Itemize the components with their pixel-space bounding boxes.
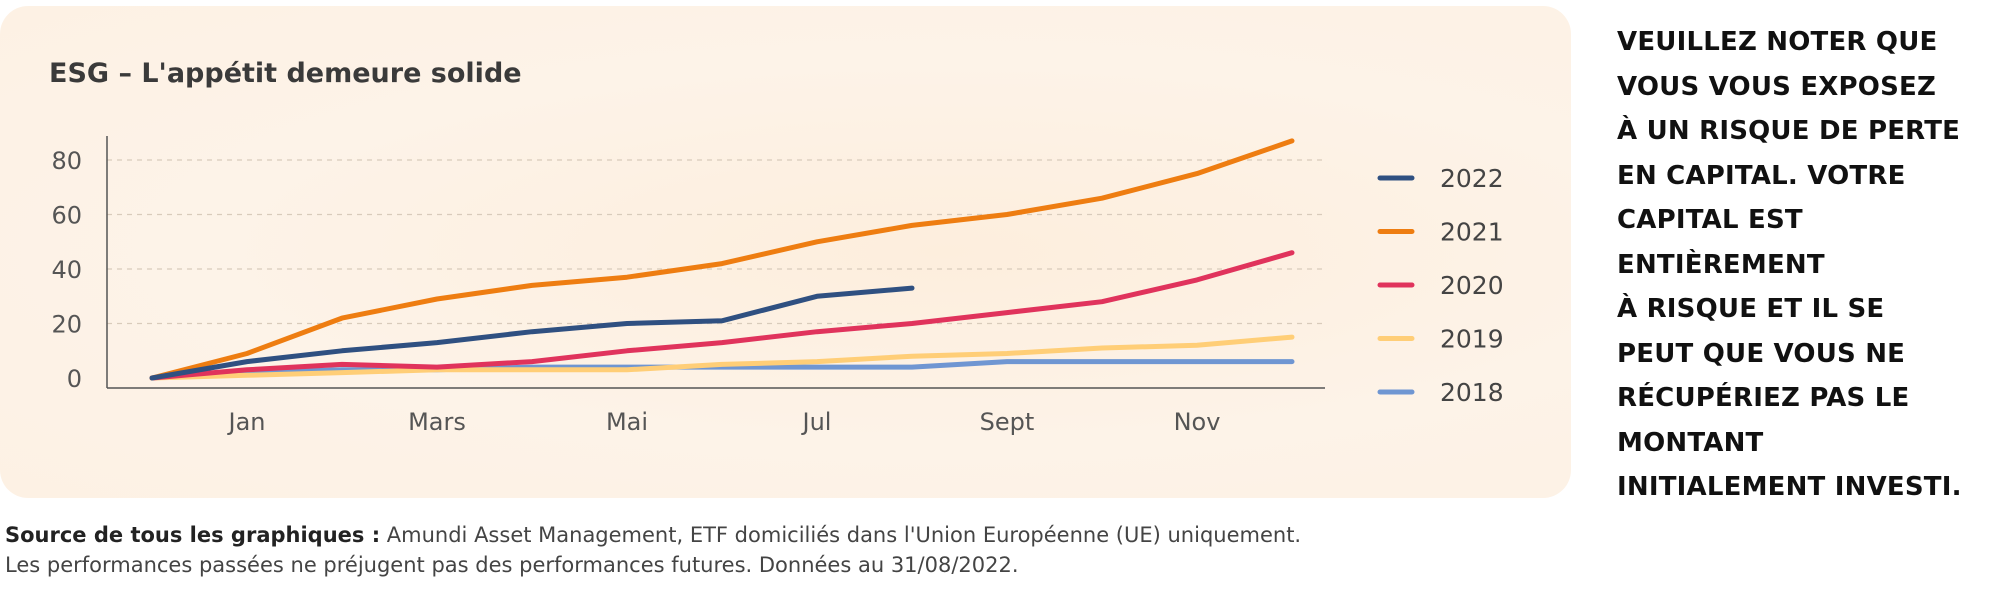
risk-warning-line: PEUT QUE VOUS NE (1617, 338, 1906, 369)
risk-warning-line: EN CAPITAL. VOTRE (1617, 160, 1906, 191)
risk-warning-line: À RISQUE ET IL SE (1617, 294, 1885, 324)
chart-title: ESG – L'appétit demeure solide (49, 58, 522, 89)
source-label: Source de tous les graphiques : (5, 523, 381, 547)
legend-label-2022: 2022 (1440, 164, 1504, 193)
risk-warning-line: INITIALEMENT INVESTI. (1617, 472, 1962, 502)
risk-warning-line: ENTIÈREMENT (1617, 249, 1825, 280)
x-tick-label: Nov (1174, 408, 1221, 436)
tick-labels: 0 20 40 60 80 Jan Mars Mai Jul Sept Nov (51, 147, 1220, 436)
disclaimer: Les performances passées ne préjugent pa… (5, 553, 1019, 577)
risk-warning-line: VEUILLEZ NOTER QUE (1617, 27, 1938, 57)
grid (107, 159, 1325, 325)
x-tick-label: Sept (980, 408, 1035, 436)
legend-label-2019: 2019 (1440, 325, 1504, 354)
risk-warning-line: RÉCUPÉRIEZ PAS LE (1617, 383, 1910, 413)
x-tick-label: Jan (227, 408, 266, 436)
series-lines (149, 138, 1295, 381)
y-tick-label: 80 (51, 147, 82, 175)
series-line-2019 (149, 334, 1295, 381)
chart-card (0, 6, 1571, 498)
x-tick-label: Mai (606, 408, 648, 436)
risk-warning-line: VOUS VOUS EXPOSEZ (1617, 71, 1937, 102)
legend-label-2020: 2020 (1440, 271, 1504, 300)
series-line-2021 (149, 138, 1295, 381)
y-tick-label: 60 (51, 202, 82, 230)
y-tick-label: 0 (67, 365, 82, 393)
risk-warning: VEUILLEZ NOTER QUE VOUS VOUS EXPOSEZ À UN … (1617, 20, 1997, 510)
risk-warning-line: MONTANT (1617, 427, 1764, 458)
source-text: Amundi Asset Management, ETF domiciliés … (380, 523, 1302, 547)
legend-label-2021: 2021 (1440, 218, 1504, 247)
y-tick-label: 20 (51, 311, 82, 339)
series-line-2018 (149, 359, 1295, 381)
legend: 2022 2021 2020 2019 2018 (1377, 164, 1504, 407)
risk-warning-line: À UN RISQUE DE PERTE (1617, 116, 1961, 146)
series-line-2022 (149, 285, 915, 381)
series-line-2020 (149, 250, 1295, 381)
x-tick-label: Mars (408, 408, 466, 436)
x-tick-label: Jul (801, 408, 832, 436)
source-line: Source de tous les graphiques : Amundi A… (5, 520, 1301, 550)
legend-label-2018: 2018 (1440, 378, 1504, 407)
y-tick-label: 40 (51, 256, 82, 284)
footer: Source de tous les graphiques : Amundi A… (5, 520, 1301, 580)
axes (106, 136, 1325, 389)
risk-warning-line: CAPITAL EST (1617, 205, 1803, 235)
